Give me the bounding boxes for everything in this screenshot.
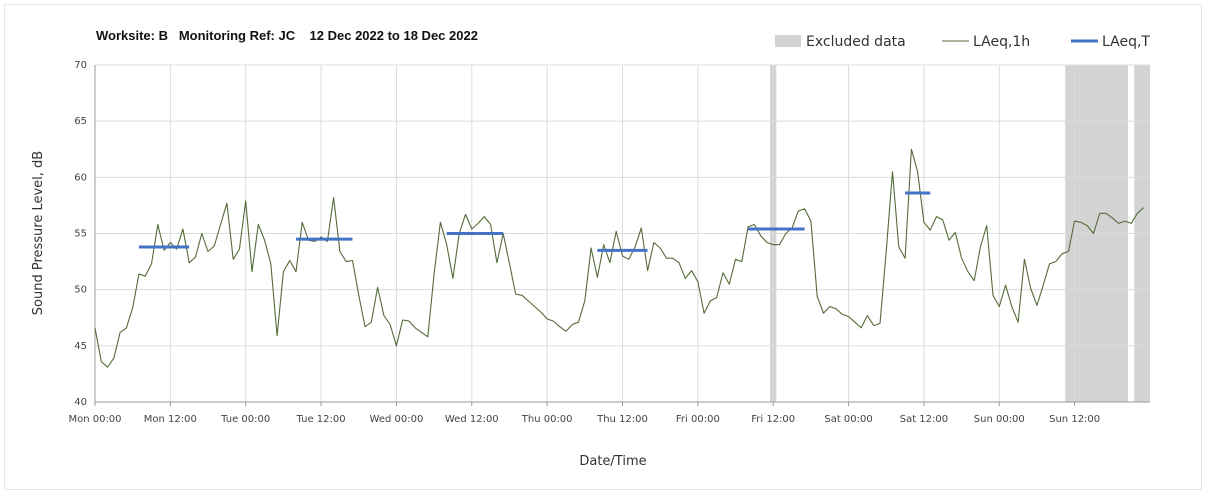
x-tick-label-4: Wed 00:00 bbox=[370, 414, 424, 425]
series-layer bbox=[94, 148, 1145, 368]
x-tick-label-9: Fri 12:00 bbox=[751, 414, 795, 425]
legend: Excluded data LAeq,1h LAeq,T bbox=[775, 34, 1150, 50]
series-line-laeq1h bbox=[94, 148, 1145, 368]
x-tick-label-1: Mon 12:00 bbox=[144, 414, 197, 425]
y-tick-label-0: 40 bbox=[74, 397, 87, 408]
y-tick-label-2: 50 bbox=[74, 285, 87, 296]
x-tick-label-2: Tue 00:00 bbox=[220, 414, 270, 425]
legend-swatch-excluded bbox=[775, 35, 801, 47]
y-tick-label-5: 65 bbox=[74, 116, 87, 127]
legend-label-laeq1h: LAeq,1h bbox=[973, 34, 1030, 50]
y-tick-label-1: 45 bbox=[74, 341, 87, 352]
legend-label-excluded: Excluded data bbox=[806, 34, 906, 50]
x-tick-label-10: Sat 00:00 bbox=[824, 414, 872, 425]
x-tick-label-12: Sun 00:00 bbox=[974, 414, 1025, 425]
x-tick-label-6: Thu 00:00 bbox=[521, 414, 573, 425]
x-tick-label-13: Sun 12:00 bbox=[1049, 414, 1100, 425]
x-tick-label-0: Mon 00:00 bbox=[68, 414, 121, 425]
x-tick-label-5: Wed 12:00 bbox=[445, 414, 499, 425]
legend-label-laeqt: LAeq,T bbox=[1102, 34, 1150, 50]
y-tick-label-6: 70 bbox=[74, 60, 87, 71]
chart-frame bbox=[4, 4, 1202, 490]
chart-title: Worksite: B Monitoring Ref: JC 12 Dec 20… bbox=[96, 28, 478, 43]
grid bbox=[95, 64, 1150, 403]
y-axis-title: Sound Pressure Level, dB bbox=[31, 151, 46, 315]
y-tick-label-4: 60 bbox=[74, 172, 87, 183]
x-tick-label-11: Sat 12:00 bbox=[900, 414, 948, 425]
x-tick-label-3: Tue 12:00 bbox=[296, 414, 346, 425]
x-tick-label-8: Fri 00:00 bbox=[676, 414, 720, 425]
x-axis-title: Date/Time bbox=[579, 454, 646, 469]
y-tick-label-3: 55 bbox=[74, 229, 87, 240]
x-tick-label-7: Thu 12:00 bbox=[596, 414, 648, 425]
axes: 40 45 50 55 60 65 70 Mon 00:00 Mon 12:00 Tue 00:0… bbox=[68, 60, 1150, 425]
